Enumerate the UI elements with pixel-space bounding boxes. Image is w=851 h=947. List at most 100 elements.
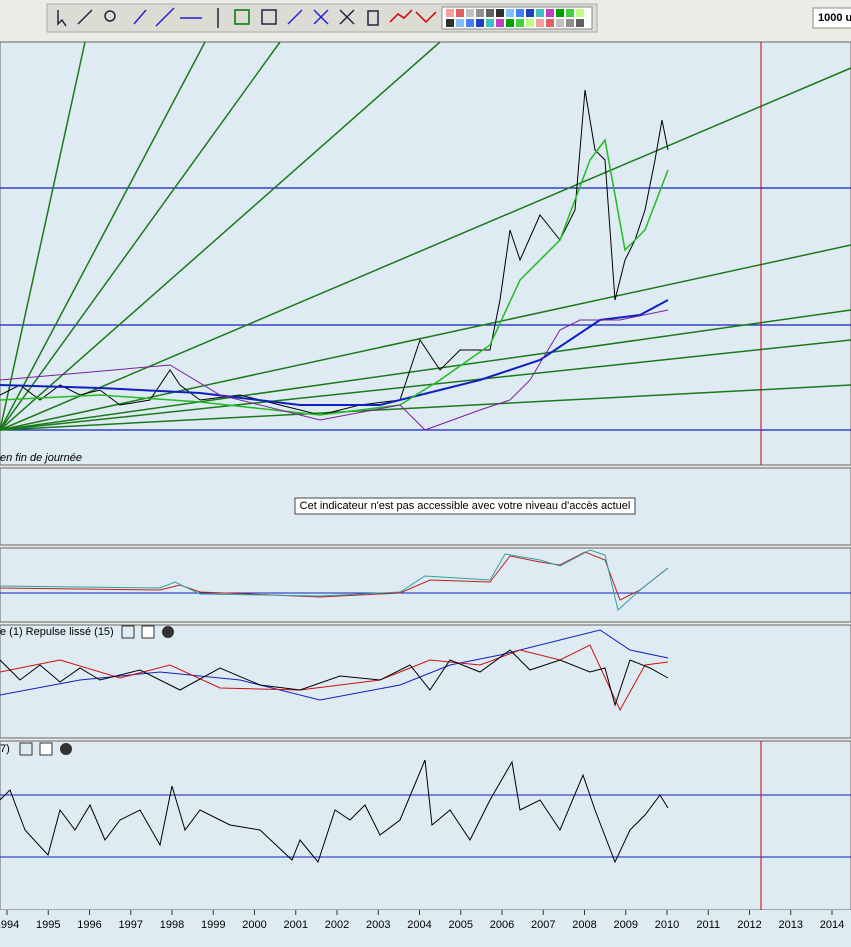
palette-swatch[interactable] bbox=[526, 9, 534, 17]
short-average bbox=[0, 138, 669, 416]
fan-line bbox=[0, 244, 851, 431]
bollinger-band bbox=[0, 309, 669, 431]
palette-swatch[interactable] bbox=[516, 9, 524, 17]
year-label: 2001 bbox=[284, 919, 308, 931]
palette-swatch[interactable] bbox=[456, 9, 464, 17]
channel-tool[interactable] bbox=[287, 9, 303, 25]
palette-swatch[interactable] bbox=[556, 9, 564, 17]
palette-swatch[interactable] bbox=[566, 9, 574, 17]
palette-swatch[interactable] bbox=[496, 19, 504, 27]
quantity-input[interactable] bbox=[812, 7, 851, 29]
palette-swatch[interactable] bbox=[496, 9, 504, 17]
palette-swatch[interactable] bbox=[546, 19, 554, 27]
year-label: 2003 bbox=[366, 919, 390, 931]
delete-tool[interactable] bbox=[367, 10, 379, 26]
macd-signal bbox=[0, 551, 669, 601]
year-label: 1998 bbox=[160, 919, 184, 931]
year-label: 1995 bbox=[36, 919, 60, 931]
palette-swatch[interactable] bbox=[526, 19, 534, 27]
quantity-text: 1000 u bbox=[818, 12, 851, 24]
fan-line bbox=[0, 67, 851, 431]
fan-line bbox=[0, 339, 851, 431]
palette-swatch[interactable] bbox=[536, 19, 544, 27]
access-message-box bbox=[294, 497, 636, 515]
fan-lines bbox=[0, 41, 851, 431]
palette-swatch[interactable] bbox=[466, 19, 474, 27]
year-label: 2004 bbox=[407, 919, 431, 931]
cross-tool[interactable] bbox=[313, 9, 329, 25]
palette-swatch[interactable] bbox=[456, 19, 464, 27]
settings-button[interactable] bbox=[121, 625, 135, 639]
year-label: 2007 bbox=[531, 919, 555, 931]
palette-swatch[interactable] bbox=[446, 9, 454, 17]
ruler-tool[interactable] bbox=[77, 9, 93, 25]
palette-swatch[interactable] bbox=[566, 19, 574, 27]
price-line bbox=[0, 89, 669, 416]
repulse-label: e (1) Repulse lissé (15) bbox=[0, 626, 114, 638]
year-label: 2008 bbox=[572, 919, 596, 931]
fan-line bbox=[0, 41, 86, 431]
year-label: 2006 bbox=[490, 919, 514, 931]
year-label: 2012 bbox=[737, 919, 761, 931]
close-button[interactable] bbox=[162, 626, 174, 638]
year-label: 2013 bbox=[779, 919, 803, 931]
year-label: 1999 bbox=[201, 919, 225, 931]
palette-swatch[interactable] bbox=[476, 9, 484, 17]
text-tool[interactable] bbox=[261, 9, 277, 25]
fan-line bbox=[0, 384, 851, 431]
palette-swatch[interactable] bbox=[476, 19, 484, 27]
year-label: 2014 bbox=[820, 919, 844, 931]
year-label: 1997 bbox=[119, 919, 143, 931]
oscillator-line bbox=[0, 759, 669, 864]
indicator-tool[interactable] bbox=[389, 9, 413, 23]
zoom-tool[interactable] bbox=[104, 10, 116, 22]
year-label: 2002 bbox=[325, 919, 349, 931]
settings-button[interactable] bbox=[19, 742, 33, 756]
year-label: 2005 bbox=[449, 919, 473, 931]
maximize-button[interactable] bbox=[39, 742, 53, 756]
palette-swatch[interactable] bbox=[486, 9, 494, 17]
fan-line bbox=[0, 41, 281, 431]
year-labels: 1994 1995 1996 1997 1998 1999 2000 2001 2002 2003… bbox=[0, 910, 844, 931]
fan-line bbox=[0, 41, 206, 431]
color-palette bbox=[441, 6, 593, 30]
palette-swatch[interactable] bbox=[506, 9, 514, 17]
close-button[interactable] bbox=[60, 743, 72, 755]
macd-line bbox=[0, 549, 669, 611]
year-label: 2011 bbox=[696, 919, 720, 931]
fan-line bbox=[0, 41, 441, 431]
palette-swatch[interactable] bbox=[576, 19, 584, 27]
palette-swatch[interactable] bbox=[536, 9, 544, 17]
palette-swatch[interactable] bbox=[546, 9, 554, 17]
year-label: 2009 bbox=[614, 919, 638, 931]
fan-line bbox=[0, 309, 851, 431]
oscillator-label: 7) bbox=[0, 743, 10, 755]
palette-swatch[interactable] bbox=[576, 9, 584, 17]
pointer-tool[interactable] bbox=[57, 10, 67, 27]
year-label: 2000 bbox=[242, 919, 266, 931]
ray-tool[interactable] bbox=[155, 7, 175, 27]
repulse-fast bbox=[0, 649, 669, 707]
tools-tool[interactable] bbox=[339, 9, 355, 25]
maximize-button[interactable] bbox=[141, 625, 155, 639]
palette-swatch[interactable] bbox=[486, 19, 494, 27]
palette-swatch[interactable] bbox=[556, 19, 564, 27]
palette-swatch[interactable] bbox=[516, 19, 524, 27]
time-axis bbox=[0, 910, 851, 947]
line-tool[interactable] bbox=[133, 9, 147, 25]
moving-average bbox=[0, 299, 669, 406]
fib-tool[interactable] bbox=[234, 9, 250, 25]
year-label: 1994 bbox=[0, 919, 19, 931]
palette-swatch[interactable] bbox=[446, 19, 454, 27]
macd-panel bbox=[0, 547, 851, 623]
palette-swatch[interactable] bbox=[506, 19, 514, 27]
palette-swatch[interactable] bbox=[466, 9, 474, 17]
repulse-panel bbox=[0, 624, 851, 739]
tool-buttons bbox=[57, 7, 437, 28]
panel-note: en fin de journée bbox=[0, 452, 82, 464]
year-label: 1996 bbox=[77, 919, 101, 931]
year-label: 2010 bbox=[655, 919, 679, 931]
pattern-tool[interactable] bbox=[415, 11, 437, 24]
